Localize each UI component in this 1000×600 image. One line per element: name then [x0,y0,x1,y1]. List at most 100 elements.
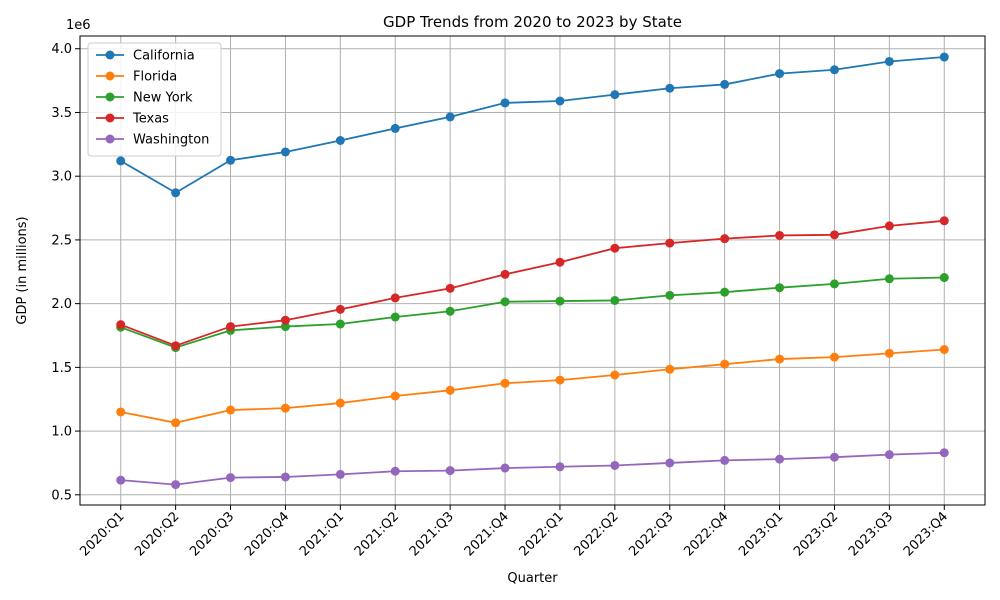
data-point [775,69,785,79]
y-tick-label: 4.0 [51,42,72,57]
data-point [280,322,290,332]
data-point [445,385,455,395]
grid-lines [80,36,985,505]
y-tick-label: 0.5 [51,488,72,503]
data-point [829,65,839,75]
legend-marker [105,134,115,144]
legend-label: New York [133,91,193,106]
data-point [171,341,181,351]
series-line [120,451,945,486]
data-point [665,83,675,93]
data-point [720,287,730,297]
data-point [775,354,785,364]
x-axis-label: Quarter [507,571,558,586]
data-point [335,469,345,479]
data-point [884,348,894,358]
y-axis-offset-label: 1e6 [66,18,91,33]
legend-box [87,42,222,157]
data-point [500,297,510,307]
series-line [120,56,945,194]
legend-label: Washington [133,133,209,148]
data-point [665,458,675,468]
data-point [720,455,730,465]
data-point [665,238,675,248]
data-point [775,283,785,293]
data-point [280,315,290,325]
data-point [280,403,290,413]
data-point [829,230,839,240]
data-point [445,466,455,476]
chart-title: GDP Trends from 2020 to 2023 by State [383,13,682,31]
series-layer [116,52,949,490]
data-point [226,405,236,415]
legend-marker [105,113,115,123]
data-point [390,391,400,401]
data-point [116,475,126,485]
data-point [720,79,730,89]
data-point [171,188,181,198]
data-point [884,56,894,66]
data-point [939,448,949,458]
data-point [116,407,126,417]
series-line [120,276,945,349]
y-tick-label: 2.0 [51,297,72,312]
data-point [720,359,730,369]
data-point [884,221,894,231]
y-tick-label: 1.0 [51,425,72,440]
data-point [500,463,510,473]
data-point [555,257,565,267]
y-tick-label: 3.5 [51,106,72,121]
data-point [445,283,455,293]
data-point [829,279,839,289]
data-point [939,273,949,283]
data-point [335,398,345,408]
data-point [665,364,675,374]
y-tick-label: 2.5 [51,233,72,248]
data-point [390,312,400,322]
data-point [555,296,565,306]
data-point [939,216,949,226]
legend-marker [105,50,115,60]
data-point [884,450,894,460]
data-point [171,480,181,490]
series-line [120,348,945,424]
data-point [829,452,839,462]
data-point [445,112,455,122]
y-axis-label: GDP (in millions) [15,216,30,324]
legend-label: Florida [133,70,177,85]
data-point [555,462,565,472]
data-point [939,52,949,62]
data-point [335,304,345,314]
data-point [500,269,510,279]
legend-marker [105,92,115,102]
data-point [390,293,400,303]
legend: California Florida New York Texas Washington [87,42,222,157]
data-point [390,123,400,133]
legend-marker [105,71,115,81]
data-point [226,473,236,483]
data-point [939,345,949,355]
data-point [171,418,181,428]
data-point [280,147,290,157]
data-point [555,375,565,385]
data-point [445,306,455,316]
data-point [610,90,620,100]
data-point [335,136,345,146]
data-point [390,466,400,476]
data-point [610,243,620,253]
data-point [610,460,620,470]
y-tick-label: 3.0 [51,170,72,185]
data-point [829,352,839,362]
data-point [226,322,236,332]
data-point [775,230,785,240]
data-point [610,370,620,380]
data-point [335,319,345,329]
data-point [665,290,675,300]
plot-area-frame [79,35,986,506]
legend-label: California [133,49,195,64]
data-point [116,320,126,330]
y-tick-label: 1.5 [51,361,72,376]
data-point [500,98,510,108]
